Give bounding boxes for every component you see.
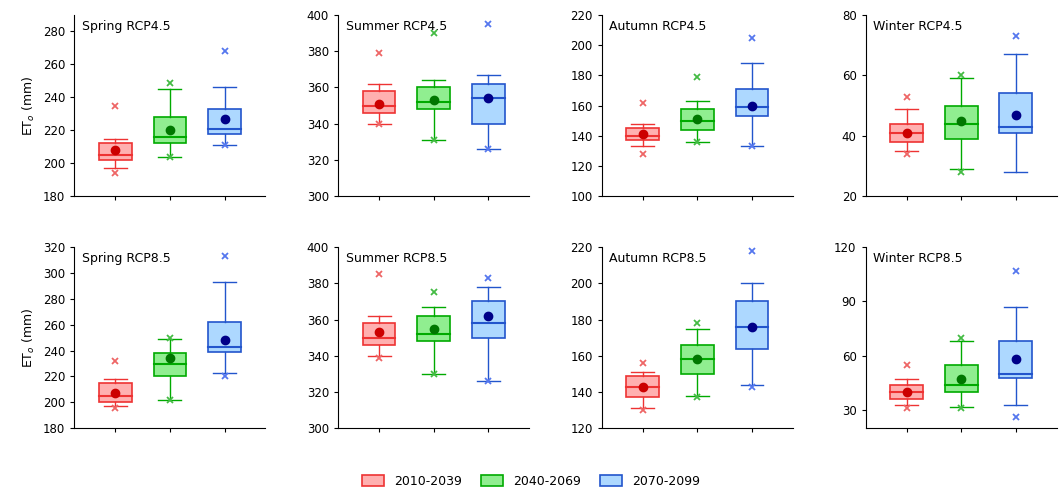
Bar (681, 345, 714, 374)
Bar (627, 128, 660, 140)
Text: Summer RCP8.5: Summer RCP8.5 (346, 252, 447, 265)
Bar (890, 124, 923, 142)
Text: Autumn RCP4.5: Autumn RCP4.5 (610, 20, 707, 33)
Bar (417, 316, 450, 341)
Bar (362, 323, 395, 345)
Bar (627, 375, 660, 397)
Bar (362, 91, 395, 113)
Y-axis label: ET$_o$ (mm): ET$_o$ (mm) (21, 75, 37, 136)
Bar (208, 109, 241, 133)
Y-axis label: ET$_o$ (mm): ET$_o$ (mm) (21, 307, 37, 368)
Text: Spring RCP8.5: Spring RCP8.5 (82, 252, 171, 265)
Bar (890, 385, 923, 399)
Legend: 2010-2039, 2040-2069, 2070-2099: 2010-2039, 2040-2069, 2070-2099 (358, 471, 704, 492)
Text: Winter RCP4.5: Winter RCP4.5 (873, 20, 963, 33)
Bar (99, 143, 132, 160)
Bar (208, 322, 241, 352)
Bar (945, 106, 977, 139)
Bar (736, 301, 769, 349)
Text: Spring RCP4.5: Spring RCP4.5 (82, 20, 171, 33)
Bar (736, 89, 769, 116)
Bar (999, 94, 1032, 133)
Bar (154, 353, 186, 376)
Text: Summer RCP4.5: Summer RCP4.5 (346, 20, 447, 33)
Text: Autumn RCP8.5: Autumn RCP8.5 (610, 252, 707, 265)
Bar (472, 301, 504, 338)
Bar (154, 117, 186, 143)
Bar (999, 341, 1032, 377)
Bar (99, 383, 132, 402)
Text: Winter RCP8.5: Winter RCP8.5 (873, 252, 963, 265)
Bar (417, 88, 450, 109)
Bar (945, 365, 977, 392)
Bar (681, 109, 714, 130)
Bar (472, 84, 504, 124)
